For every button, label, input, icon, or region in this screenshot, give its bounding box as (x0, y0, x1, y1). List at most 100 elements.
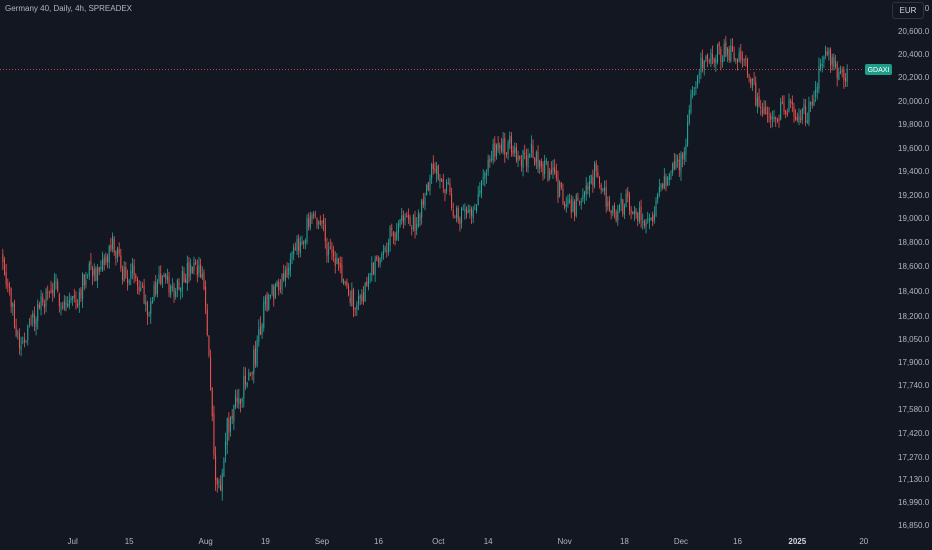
candle-body (550, 169, 552, 174)
candle-body (414, 217, 416, 231)
candle-body (67, 304, 69, 307)
last-price-tag: GDAXI (865, 64, 892, 76)
candle-body (276, 281, 278, 287)
candle-body (45, 289, 47, 307)
candle-body (193, 262, 195, 271)
candle-body (750, 78, 752, 85)
candle-body (75, 299, 77, 303)
candle-body (795, 116, 797, 120)
candle-body (482, 177, 484, 180)
candle-body (404, 217, 406, 221)
candle-body (233, 405, 235, 422)
candle-body (321, 220, 323, 223)
candle-body (565, 204, 567, 207)
candle-body (705, 56, 707, 61)
candle-body (145, 301, 147, 305)
candle-body (509, 135, 511, 144)
candle-body (720, 49, 722, 62)
candle-body (815, 89, 817, 97)
candle-body (442, 178, 444, 188)
price-axis[interactable]: 16,850.0 16,990.0 17,130.0 17,270.0 17,420.0… (898, 4, 930, 530)
candle-body (429, 178, 431, 191)
candle-body (471, 208, 473, 216)
candle-body (713, 58, 715, 63)
time-tick-label: 19 (261, 537, 270, 546)
candle-body (522, 150, 524, 168)
candle-body (324, 224, 326, 242)
candle-body (695, 86, 697, 88)
candle-body (279, 287, 281, 289)
candle-body (387, 243, 389, 253)
candle-body (95, 268, 97, 281)
time-tick-label: Oct (432, 537, 445, 546)
candle-body (18, 333, 20, 348)
candle-body (638, 207, 640, 222)
candle-body (421, 200, 423, 218)
candle-body (685, 144, 687, 155)
candle-body (615, 212, 617, 221)
candle-body (741, 58, 743, 60)
candle-body (712, 54, 714, 60)
candle-body (462, 208, 464, 210)
candle-body (707, 54, 709, 59)
candle-body (125, 267, 127, 278)
currency-selector[interactable]: EUR (892, 2, 924, 19)
symbol-tag: GDAXI (868, 67, 890, 74)
candle-body (259, 326, 261, 335)
candle-body (439, 178, 441, 182)
candle-body (27, 325, 29, 340)
candle-body (121, 269, 124, 281)
candle-body (353, 289, 355, 311)
price-tick-label: 17,130.0 (898, 475, 930, 484)
candle-body (519, 155, 521, 160)
candle-body (725, 41, 727, 57)
candle-body (38, 304, 40, 308)
candle-body (539, 160, 541, 169)
candle-body (441, 179, 443, 182)
candle-body (504, 137, 506, 155)
candle-body (627, 191, 629, 197)
candle-body (7, 283, 9, 286)
candle-body (343, 278, 345, 284)
candle-body (58, 293, 60, 307)
candle-body (813, 99, 815, 106)
candle-body (552, 167, 554, 171)
candle-body (140, 287, 142, 291)
candle-body (215, 454, 217, 481)
candle-body (580, 200, 582, 204)
candle-body (163, 274, 165, 278)
candle-body (495, 144, 497, 157)
candle-body (456, 208, 458, 219)
candle-body (15, 326, 17, 337)
candle-body (374, 258, 376, 275)
candle-body (416, 224, 418, 231)
time-tick-label: Nov (557, 537, 571, 546)
candle-body (844, 78, 847, 82)
candle-body (313, 213, 315, 217)
candle-body (675, 161, 677, 168)
candle-body (775, 117, 777, 120)
candle-body (326, 243, 328, 256)
candle-body (530, 143, 532, 153)
candle-body (175, 291, 177, 297)
candle-body (507, 142, 509, 155)
price-tick-label: 19,400.0 (898, 167, 930, 176)
candle-body (751, 78, 753, 88)
candle-body (816, 86, 818, 93)
candle-body (623, 205, 625, 215)
candle-body (284, 270, 286, 282)
candle-body (294, 248, 296, 250)
candle-body (835, 61, 837, 68)
candle-body (474, 209, 476, 210)
candle-body (608, 200, 611, 211)
candle-body (830, 49, 832, 67)
candle-body (500, 144, 502, 152)
candle-body (796, 117, 798, 121)
candle-body (97, 267, 99, 281)
candle-body (341, 264, 343, 282)
candle-body (173, 286, 175, 297)
price-tick-label: 16,850.0 (898, 521, 930, 530)
time-axis[interactable]: Jul 15 Aug 19 Sep 16 Oct 14 Nov 18 Dec 16 2025 20 (68, 537, 869, 546)
candle-body (746, 58, 748, 75)
